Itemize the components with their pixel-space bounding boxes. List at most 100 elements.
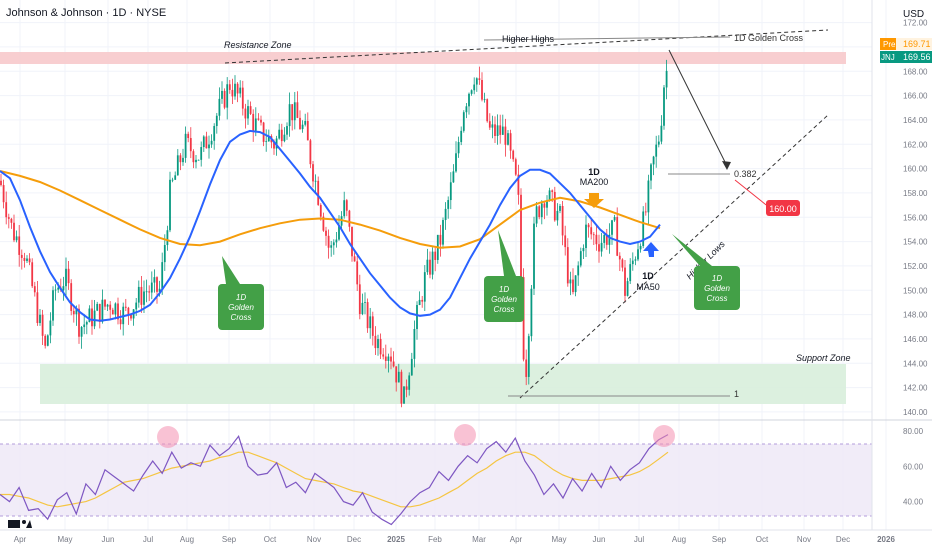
candle-body (509, 133, 512, 151)
candle-body (273, 142, 275, 149)
candle-body (390, 356, 392, 362)
candle-body (533, 223, 535, 289)
candle-body (353, 256, 356, 262)
price-tick-label: 146.00 (903, 335, 928, 344)
candle-body (85, 322, 88, 325)
candle-body (267, 136, 270, 142)
candle-body (603, 234, 606, 243)
candle-body (608, 234, 611, 245)
candle-body (327, 235, 330, 248)
candle-body (517, 174, 520, 195)
candle-body (348, 210, 351, 227)
candle-body (179, 155, 182, 163)
candle-body (384, 356, 387, 361)
price-tick-label: 162.00 (903, 140, 928, 149)
candle-body (618, 255, 621, 260)
time-tick-label: Aug (180, 535, 194, 544)
target-line (734, 179, 771, 209)
candle-body (598, 244, 600, 252)
candle-body (75, 308, 78, 315)
candle-body (252, 113, 255, 131)
candle-body (442, 220, 444, 245)
candle-body (39, 314, 41, 324)
candle-body (317, 180, 320, 205)
candle-body (46, 335, 49, 346)
candle-body (28, 258, 31, 263)
fib-line-0 (483, 36, 731, 41)
candle-body (150, 282, 153, 293)
candle-body (72, 310, 75, 315)
candle-body (161, 262, 164, 289)
candle-body (496, 125, 499, 136)
candle-body (426, 259, 429, 273)
time-tick-label: Dec (836, 535, 850, 544)
candle-body (364, 302, 366, 303)
candle-body (566, 247, 569, 284)
time-tick-label: 2025 (387, 535, 405, 544)
candle-body (62, 286, 65, 291)
candle-body (49, 320, 52, 336)
candle-body (455, 153, 457, 172)
price-tick-label: 140.00 (903, 408, 928, 417)
candle-body (488, 121, 491, 128)
candle-body (410, 358, 413, 376)
candle-body (140, 286, 143, 305)
candle-body (468, 93, 470, 107)
candle-body (629, 264, 632, 282)
candle-body (247, 106, 249, 119)
candle-body (195, 159, 197, 163)
candle-body (239, 87, 242, 94)
time-tick-label: Feb (428, 535, 442, 544)
price-tick-label: 172.00 (903, 19, 928, 28)
candle-body (400, 371, 403, 404)
fib-0382-label: 0.382 (734, 169, 757, 179)
support-zone (40, 364, 846, 404)
time-tick-label: Sep (712, 535, 727, 544)
candle-body (117, 303, 119, 320)
candle-body (13, 222, 15, 241)
candle-body (135, 302, 138, 310)
candle-body (579, 251, 582, 266)
candle-body (652, 156, 655, 165)
time-tick-label: Oct (264, 535, 277, 544)
candle-body (52, 290, 54, 321)
candle-body (205, 136, 208, 149)
candle-body (335, 239, 338, 243)
candle-body (561, 205, 564, 236)
candle-body (241, 87, 244, 109)
candle-body (5, 202, 8, 218)
candle-body (332, 242, 335, 246)
candle-body (530, 288, 533, 337)
candle-body (215, 115, 218, 127)
candle-body (299, 117, 301, 130)
candle-body (254, 118, 257, 131)
svg-text:Golden: Golden (228, 303, 254, 312)
candle-body (397, 371, 400, 383)
rsi-tick-label: 80.00 (903, 427, 924, 436)
candle-body (70, 283, 73, 311)
rsi-tick-label: 60.00 (903, 462, 924, 471)
time-tick-label: Nov (307, 535, 321, 544)
candle-body (470, 90, 473, 94)
price-tick-label: 158.00 (903, 189, 928, 198)
currency-label: USD (903, 9, 924, 20)
candle-body (213, 126, 216, 141)
candle-body (124, 306, 127, 308)
candle-body (7, 217, 10, 219)
candle-body (231, 89, 234, 97)
time-tick-label: Jun (593, 535, 606, 544)
candle-body (590, 227, 593, 235)
time-tick-label: Jul (143, 535, 153, 544)
candle-body (192, 151, 195, 163)
symbol-title[interactable]: Johnson & Johnson · 1D · NYSE (6, 7, 166, 19)
fib-0-label: 1D Golden Cross (734, 33, 804, 43)
candle-body (514, 159, 517, 175)
golden-cross-callout-1: 1D Golden Cross (218, 256, 264, 330)
candle-body (478, 78, 481, 80)
ma50-arrow-icon (643, 242, 659, 257)
candle-body (228, 84, 231, 90)
rsi-band (0, 444, 872, 516)
candle-body (465, 106, 468, 113)
candle-body (540, 203, 543, 218)
